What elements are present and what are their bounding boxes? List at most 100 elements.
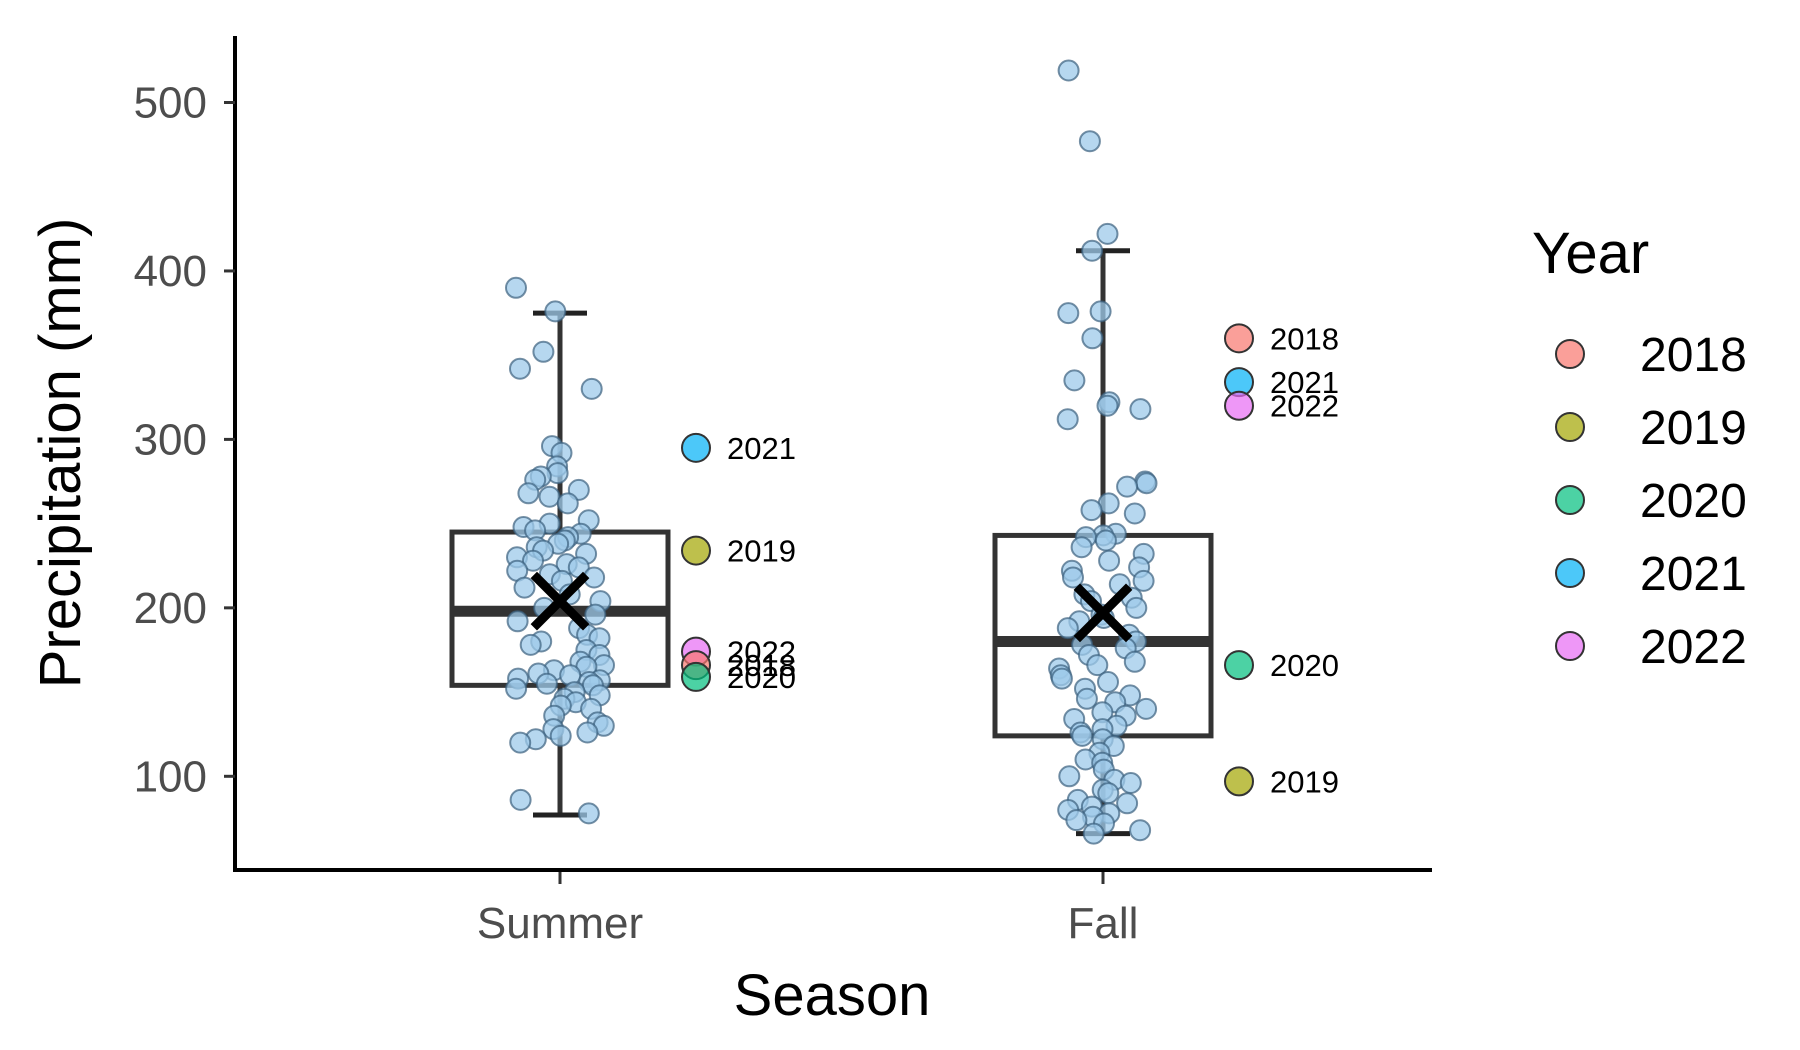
observation-point [1081, 239, 1104, 262]
observation-point [544, 300, 567, 323]
observation-point [1119, 772, 1142, 794]
observation-point [1062, 566, 1084, 589]
observation-point [1132, 569, 1155, 592]
year-label-2019: 2019 [727, 534, 796, 569]
observation-point [506, 610, 529, 633]
mean-marker-stroke [1073, 583, 1133, 643]
mean-marker [1073, 583, 1133, 643]
observation-point [549, 724, 572, 747]
observation-point [1071, 724, 1094, 747]
y-axis-title: Precipitation (mm) [28, 218, 93, 689]
observation-point [509, 788, 532, 811]
observation-point [1123, 502, 1146, 525]
x-tick-label: Summer [477, 899, 643, 948]
year-point-2018 [1224, 323, 1254, 354]
legend: Year 2018 2019 2020 2021 2022 [1532, 221, 1747, 674]
observation-point [1056, 617, 1079, 640]
y-tick-label: 500 [134, 79, 207, 128]
x-axis-title: Season [734, 963, 931, 1028]
year-point-2019 [681, 535, 711, 566]
observation-point [509, 731, 532, 754]
observation-point [1096, 222, 1119, 245]
y-tick-label: 100 [134, 752, 207, 801]
means-layer [530, 571, 1133, 643]
observation-point [1056, 408, 1079, 431]
observation-point [556, 492, 579, 515]
observation-point [1065, 809, 1088, 832]
legend-label-2021: 2021 [1640, 548, 1747, 601]
mean-marker-stroke [530, 571, 590, 631]
legend-title: Year [1532, 221, 1649, 286]
observation-point [505, 677, 528, 700]
observation-point [1135, 697, 1158, 720]
legend-key-2021 [1555, 558, 1585, 588]
observation-point [538, 485, 561, 508]
observation-point [1094, 529, 1117, 552]
observation-point [584, 603, 607, 626]
legend-key-2018 [1555, 339, 1585, 369]
observation-point [1057, 59, 1080, 82]
legend-key-2019 [1555, 412, 1585, 442]
year-point-2020 [681, 661, 711, 692]
observation-point [517, 482, 540, 505]
observation-point [505, 276, 527, 299]
observation-point [1070, 536, 1093, 559]
legend-key-2022 [1555, 631, 1585, 661]
observation-point [1096, 394, 1119, 417]
observation-point [1129, 819, 1152, 842]
observation-point [1082, 822, 1105, 845]
mean-marker [530, 571, 590, 631]
observation-point [519, 633, 542, 656]
observation-point [1078, 130, 1101, 153]
year-label-2020: 2020 [1270, 648, 1339, 683]
observation-point [532, 340, 555, 363]
y-tick-label: 400 [134, 247, 207, 296]
observation-point [1125, 596, 1148, 619]
observation-point [522, 549, 544, 572]
observation-point [1097, 782, 1120, 805]
year-point-2019 [1224, 766, 1254, 797]
year-label-2020: 2020 [727, 660, 796, 695]
year-label-2022: 2022 [1270, 389, 1339, 424]
observation-point [1058, 765, 1081, 788]
x-tick-label: Fall [1068, 899, 1139, 948]
legend-key-2020 [1555, 485, 1585, 515]
observation-point [1050, 667, 1073, 690]
year-label-2019: 2019 [1270, 764, 1339, 799]
axes-layer [233, 36, 1432, 872]
observation-point [1086, 654, 1109, 677]
observation-point [1123, 650, 1146, 673]
year-point-2020 [1224, 650, 1254, 681]
observation-point [576, 721, 599, 744]
observation-point [1116, 475, 1139, 498]
year-point-2021 [681, 432, 711, 463]
year-label-2018: 2018 [727, 648, 796, 683]
observation-point [535, 672, 558, 695]
observation-point [577, 802, 600, 825]
observation-point [1116, 792, 1139, 815]
observation-point [1098, 549, 1121, 572]
legend-label-2020: 2020 [1640, 475, 1747, 528]
y-tick-label: 300 [134, 415, 207, 464]
ticks-layer: 100 200 300 400 500 Summer Fall [134, 79, 1139, 949]
legend-label-2022: 2022 [1640, 621, 1747, 674]
year-label-2021: 2021 [727, 431, 796, 466]
y-tick-label: 200 [134, 584, 207, 633]
observation-point [1089, 300, 1112, 323]
observation-point [580, 377, 603, 400]
year-point-2022 [1224, 390, 1254, 421]
observation-point [1097, 671, 1119, 693]
year-label-2018: 2018 [1270, 321, 1339, 356]
observation-point [1135, 472, 1158, 495]
observation-point [1129, 398, 1152, 421]
year-label-2022: 2022 [727, 635, 796, 670]
observation-point [1081, 327, 1104, 350]
observation-point [509, 357, 531, 380]
observation-point [1080, 499, 1103, 522]
observation-point [513, 576, 536, 599]
observation-point [1057, 302, 1080, 325]
legend-label-2019: 2019 [1640, 402, 1747, 455]
